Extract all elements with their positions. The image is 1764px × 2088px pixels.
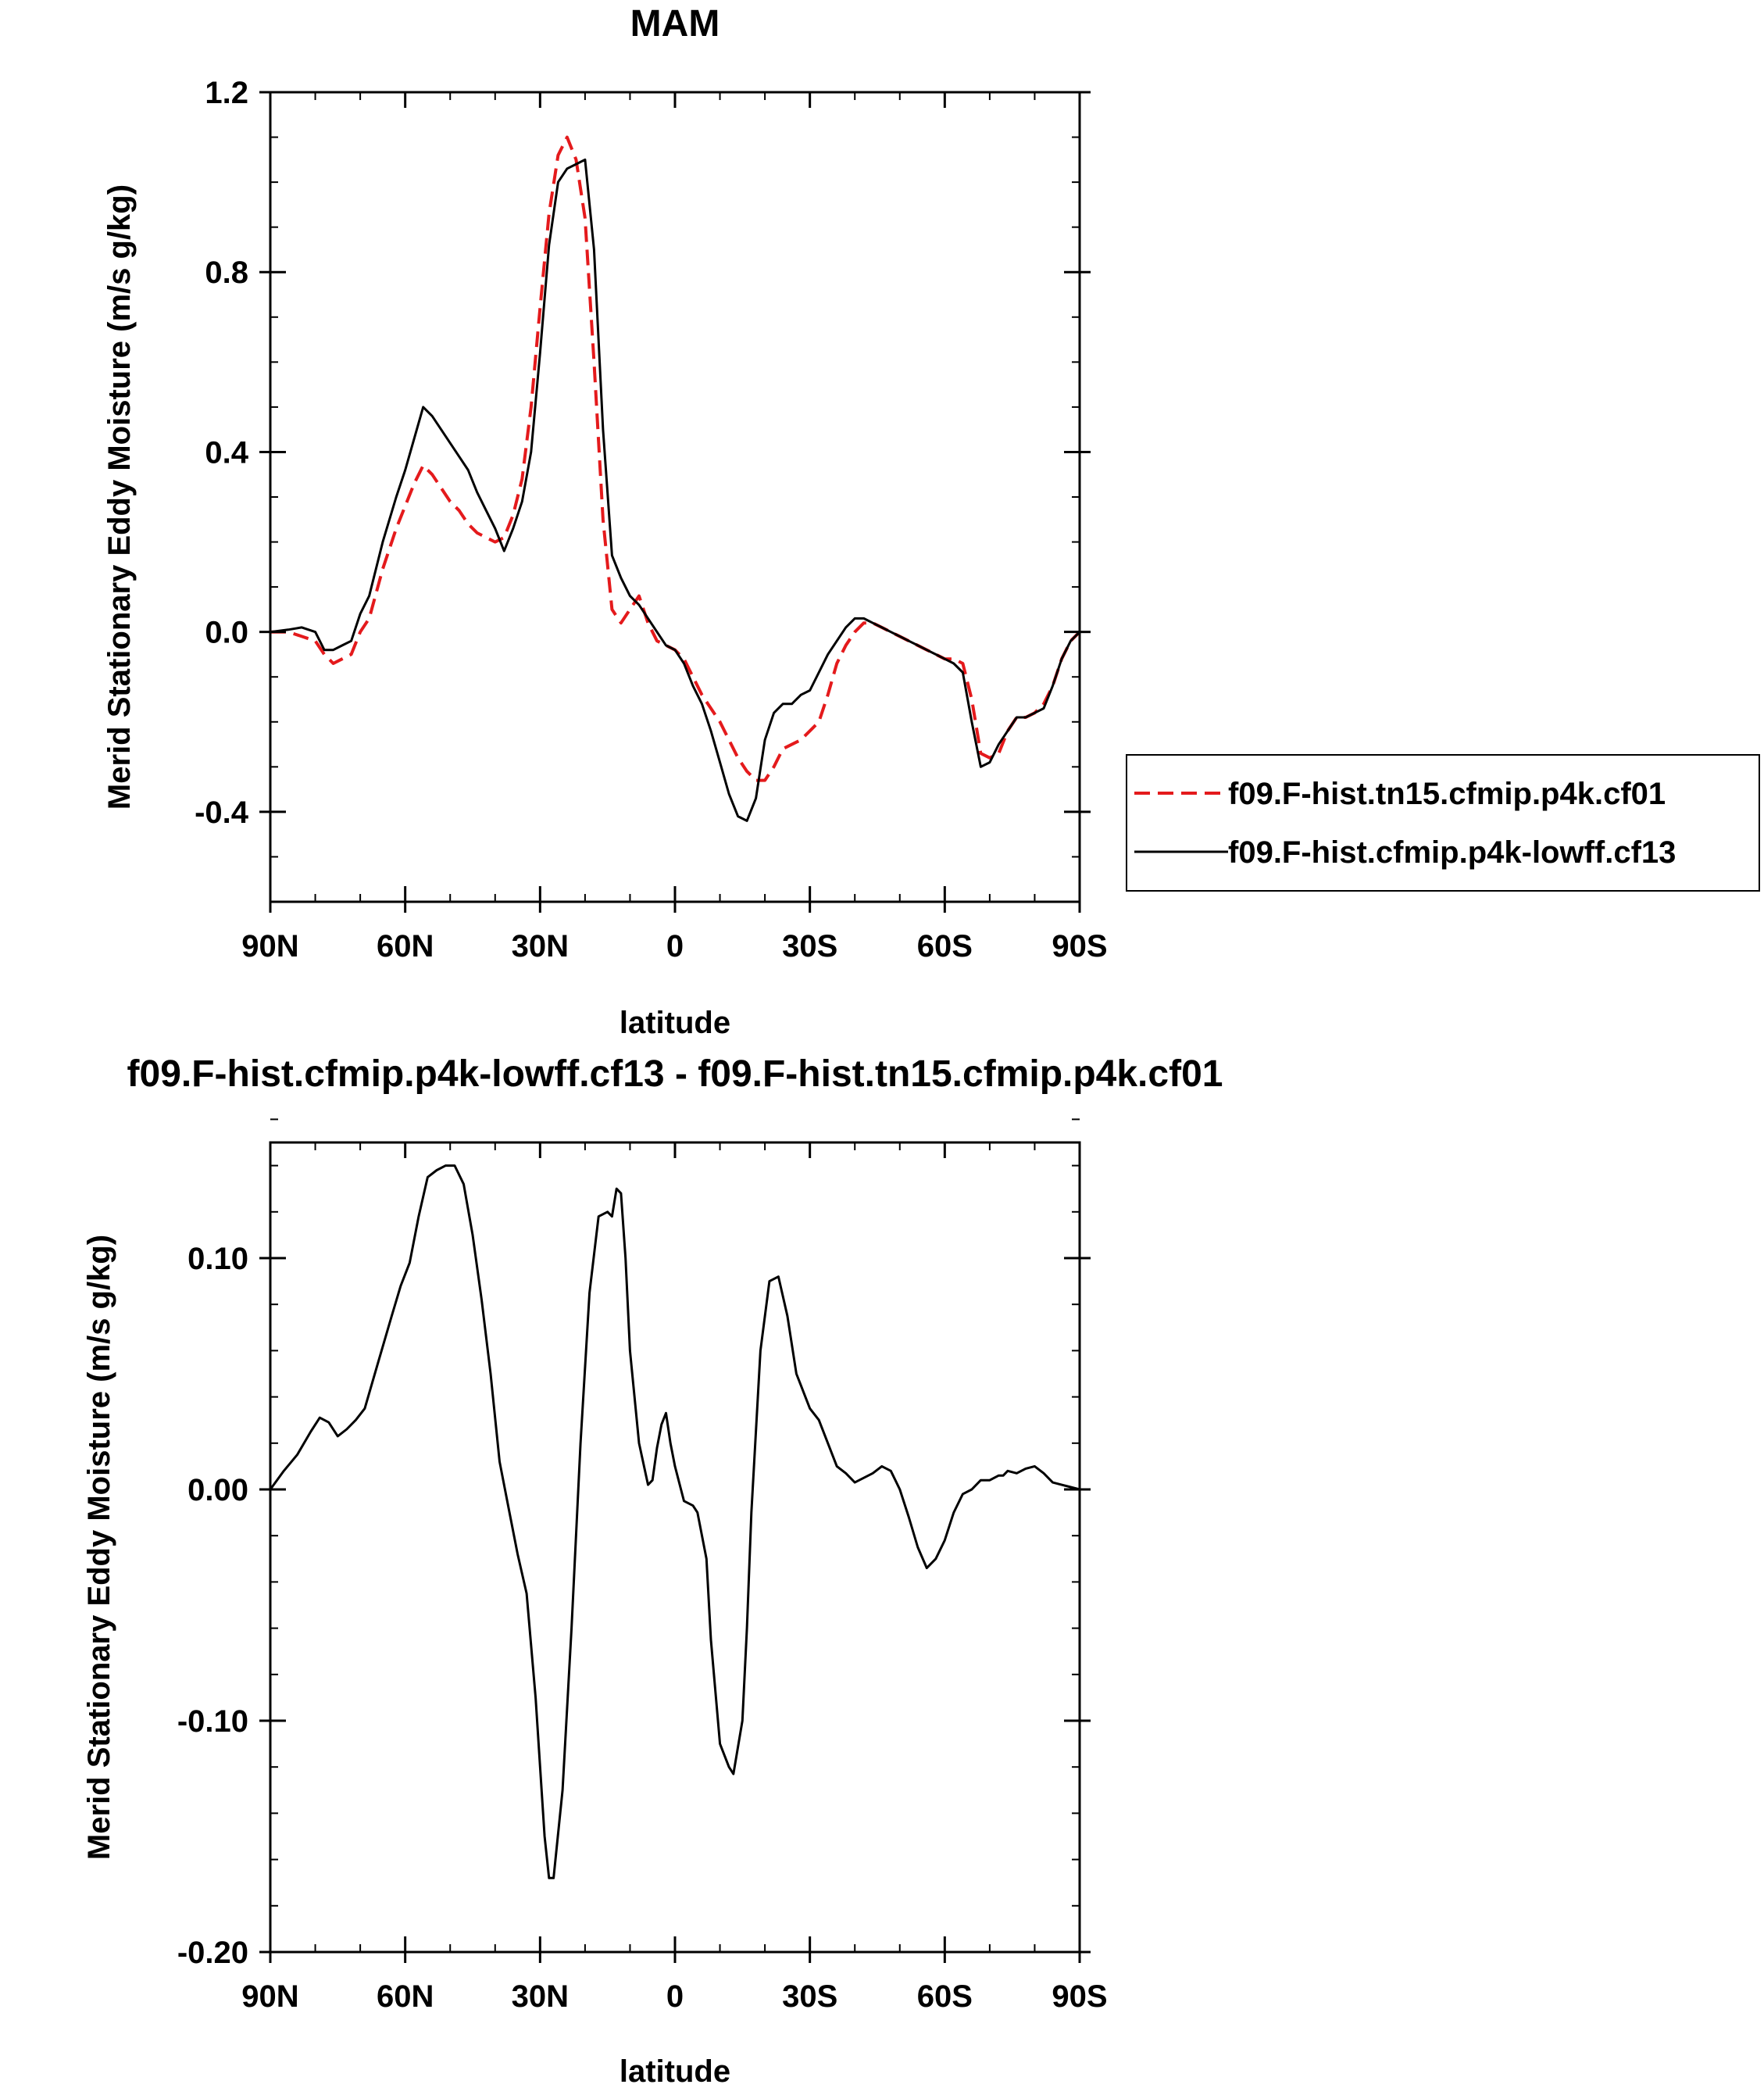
bottom-x-tick-label: 60N (377, 1979, 434, 2014)
top-panel: MAM 90N 60N 30N 0 30S 60S 90S-0.40.00.40.81.2 … (102, 3, 1760, 1040)
top-chart-title: MAM (630, 3, 720, 45)
top-y-tick-label: -0.4 (195, 796, 249, 830)
bottom-panel: f09.F-hist.cfmip.p4k-lowff.cf13 - f09.F-… (82, 1053, 1223, 2088)
bottom-x-tick-label: 30S (782, 1979, 837, 2014)
top-axis-ticks: 90N 60N 30N 0 30S 60S 90S -0.4 0.0 0.4 0.8 1.2 (195, 76, 1108, 964)
top-y-tick-label: 0.4 (205, 435, 248, 470)
bottom-x-tick-label: 30N (512, 1979, 569, 2014)
bottom-x-axis-label: latitude (620, 2054, 730, 2088)
legend-label-series-1: f09.F-hist.tn15.cfmip.p4k.cf01 (1228, 777, 1666, 811)
top-x-tick-label: 30S (782, 929, 837, 964)
bottom-y-axis-label: Merid Stationary Eddy Moisture (m/s g/kg… (82, 1235, 116, 1860)
top-y-tick-label: 0.0 (205, 616, 248, 650)
top-x-tick-label: 90S (1052, 929, 1107, 964)
bottom-plot-frame (269, 1141, 1081, 1954)
top-x-tick-label: 60S (917, 929, 973, 964)
bottom-y-tick-label: 0.10 (187, 1242, 248, 1276)
bottom-series-line-1 (269, 1164, 1080, 1879)
legend: f09.F-hist.tn15.cfmip.p4k.cf01 f09.F-his… (1126, 754, 1760, 892)
bottom-y-tick-label: -0.10 (177, 1704, 248, 1739)
top-series-line-2 (270, 158, 1081, 822)
top-plot-curves (270, 135, 1081, 822)
bottom-plot-curves (269, 1164, 1080, 1879)
legend-label-series-2: f09.F-hist.cfmip.p4k-lowff.cf13 (1228, 835, 1676, 870)
bottom-axis-ticks: 90N 60N 30N 0 30S 60S 90S -0.20 -0.10 0.00 0.10 (177, 1118, 1108, 2014)
legend-box (1126, 754, 1760, 892)
top-x-tick-label: 30N (512, 929, 569, 964)
bottom-y-tick-label: 0.00 (187, 1473, 248, 1507)
bottom-chart-title: f09.F-hist.cfmip.p4k-lowff.cf13 - f09.F-… (127, 1053, 1223, 1095)
bottom-x-tick-label: 90S (1052, 1979, 1107, 2014)
bottom-y-tick-label: -0.20 (177, 1936, 248, 1970)
top-series-line-1 (270, 135, 1081, 782)
bottom-x-tick-label: 0 (666, 1979, 684, 2014)
top-x-tick-label: 60N (377, 929, 434, 964)
top-y-tick-label: 0.8 (205, 256, 248, 290)
top-y-tick-label: 1.2 (205, 76, 248, 110)
bottom-x-tick-label: 60S (917, 1979, 973, 2014)
bottom-x-tick-label: 90N (241, 1979, 298, 2014)
top-plot-frame (269, 91, 1081, 903)
top-x-tick-label: 90N (241, 929, 298, 964)
top-x-axis-label: latitude (620, 1006, 730, 1040)
top-y-axis-label: Merid Stationary Eddy Moisture (m/s g/kg… (102, 184, 137, 810)
top-x-tick-label: 0 (666, 929, 684, 964)
